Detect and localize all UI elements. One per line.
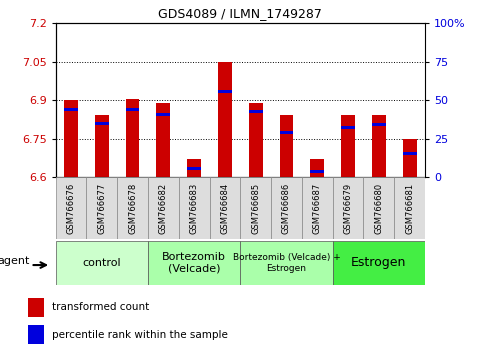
Text: Bortezomib (Velcade) +
Estrogen: Bortezomib (Velcade) + Estrogen (233, 253, 341, 273)
Bar (148, 241, 241, 285)
Bar (341, 115, 355, 177)
Text: GSM766683: GSM766683 (190, 182, 199, 234)
Bar (364, 177, 394, 239)
Bar (210, 177, 240, 239)
Text: GSM766681: GSM766681 (405, 182, 414, 234)
Bar (341, 126, 355, 129)
Bar (187, 159, 201, 177)
Bar (280, 115, 293, 177)
Bar (240, 177, 271, 239)
Bar (372, 115, 386, 177)
Bar (148, 177, 179, 239)
Bar (56, 177, 86, 239)
Text: percentile rank within the sample: percentile rank within the sample (53, 330, 228, 340)
Bar (156, 113, 170, 116)
Text: GSM766677: GSM766677 (97, 182, 106, 234)
Bar (249, 103, 263, 177)
Bar (280, 131, 293, 134)
Text: transformed count: transformed count (53, 302, 150, 313)
Bar (249, 110, 263, 113)
Text: GSM766680: GSM766680 (374, 182, 384, 234)
Text: Estrogen: Estrogen (351, 256, 407, 269)
Bar (117, 177, 148, 239)
Text: control: control (83, 258, 121, 268)
Bar (126, 108, 140, 111)
Text: GSM766678: GSM766678 (128, 182, 137, 234)
Text: GSM766679: GSM766679 (343, 182, 353, 234)
Bar (218, 62, 232, 177)
Bar (311, 170, 324, 173)
Bar (56, 241, 148, 285)
Title: GDS4089 / ILMN_1749287: GDS4089 / ILMN_1749287 (158, 7, 322, 21)
Bar (28, 325, 44, 344)
Bar (302, 177, 333, 239)
Text: Bortezomib
(Velcade): Bortezomib (Velcade) (162, 252, 226, 274)
Bar (240, 241, 333, 285)
Bar (394, 177, 425, 239)
Text: GSM766682: GSM766682 (159, 182, 168, 234)
Text: agent: agent (0, 256, 30, 266)
Bar (64, 108, 78, 111)
Bar (403, 138, 416, 177)
Bar (28, 298, 44, 317)
Bar (86, 177, 117, 239)
Bar (218, 90, 232, 93)
Bar (187, 167, 201, 170)
Bar (271, 177, 302, 239)
Text: GSM766687: GSM766687 (313, 182, 322, 234)
Bar (333, 241, 425, 285)
Bar (403, 152, 416, 155)
Bar (311, 159, 324, 177)
Bar (333, 177, 364, 239)
Text: GSM766685: GSM766685 (251, 182, 260, 234)
Text: GSM766686: GSM766686 (282, 182, 291, 234)
Bar (372, 123, 386, 126)
Bar (179, 177, 210, 239)
Bar (64, 100, 78, 177)
Bar (156, 103, 170, 177)
Bar (95, 121, 109, 125)
Text: GSM766684: GSM766684 (220, 182, 229, 234)
Bar (95, 115, 109, 177)
Text: GSM766676: GSM766676 (67, 182, 75, 234)
Bar (126, 99, 140, 177)
